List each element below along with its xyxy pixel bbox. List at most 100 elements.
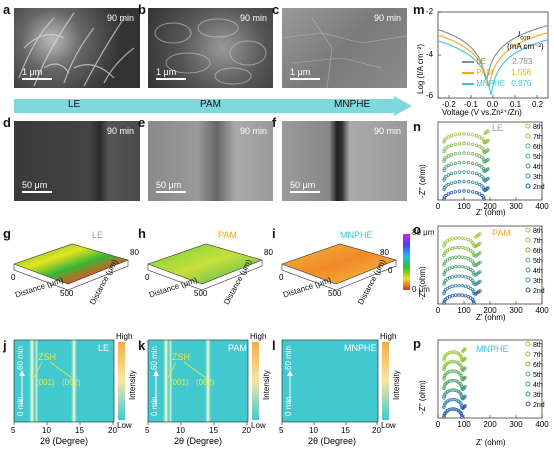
profilometry-label-pam: PAM: [218, 230, 237, 240]
eis-legend-label: 3th: [533, 278, 543, 285]
icorr-symbol: I: [518, 30, 521, 39]
peak-002-pam: (002): [196, 378, 215, 387]
eis-point: [481, 138, 486, 142]
sem-image-c: 90 min 1 μm: [282, 8, 407, 88]
eis-point: [463, 246, 468, 250]
eis-point: [454, 255, 458, 259]
eis-point: [462, 132, 466, 136]
eis-legend-label: 5th: [533, 372, 543, 379]
eis-point: [449, 153, 454, 157]
eis-xtick: 100: [457, 420, 471, 429]
panel-label-i: i: [272, 226, 276, 241]
eis-point: [457, 274, 461, 278]
eis-point: [460, 293, 464, 297]
eis-point: [477, 192, 482, 196]
eis-point: [463, 347, 467, 351]
eis-legend-marker: [525, 183, 531, 189]
eis-point: [457, 283, 461, 288]
eis-point: [460, 413, 464, 417]
eis-point: [446, 163, 451, 168]
eis-legend-marker: [525, 267, 531, 273]
eis-point: [454, 246, 458, 250]
xrd-colorbar-pam: [252, 342, 259, 420]
eis-legend-marker: [525, 401, 531, 407]
tick-0-h: 0: [145, 273, 150, 282]
eis-point: [471, 280, 476, 284]
eis-xtick: 300: [509, 306, 523, 315]
eis-point: [449, 398, 453, 402]
eis-point: [466, 132, 471, 136]
eis-point: [450, 265, 455, 269]
eis-legend-label: 4th: [533, 164, 543, 171]
eis-point: [442, 396, 446, 400]
eis-point: [447, 398, 451, 402]
eis-point: [477, 154, 482, 158]
xrd-label-le: LE: [98, 343, 110, 353]
eis-legend-marker: [525, 163, 531, 169]
eis-legend-marker: [525, 351, 531, 357]
eis-point: [449, 143, 454, 147]
eis-point: [453, 388, 457, 392]
xrd-heatmap-pam: [147, 339, 249, 423]
time-top-mnphe: 60 min: [284, 345, 293, 370]
xrd-xtick-mnphe-10: 10: [309, 426, 318, 435]
eis-point: [451, 359, 455, 364]
eis-point: [446, 173, 451, 177]
eis-point: [457, 264, 461, 269]
time-bottom-mnphe: 0 min: [284, 396, 293, 416]
eis-point: [471, 299, 476, 303]
scale-bar-b: 1 μm: [156, 67, 186, 80]
eis-point: [471, 171, 475, 175]
eis-point: [442, 140, 446, 144]
eis-point: [446, 135, 451, 139]
tafel-curve-le: [437, 24, 549, 81]
xrd-colorbar-le: [118, 342, 125, 420]
eis-point: [444, 136, 448, 141]
xrd-heatmap-le: [13, 339, 115, 423]
eis-point: [449, 133, 454, 138]
xrd-xtick-le-5: 5: [11, 426, 16, 435]
eis-point: [471, 289, 476, 294]
eis-point: [478, 251, 482, 255]
eis-point: [481, 185, 486, 190]
tafel-ytick-neg6: -6: [426, 91, 434, 100]
xrd-xlabel-le: 2θ (Degree): [40, 436, 89, 446]
panel-label-g: g: [3, 226, 11, 241]
legend-mnphe-value: 0.870: [511, 79, 532, 88]
eis-xtick: 0: [436, 420, 441, 429]
tafel-ytick-neg2: -2: [426, 7, 434, 16]
cb-low-le: Low: [117, 421, 132, 430]
eis-xtick: 200: [483, 420, 497, 429]
eis-point: [446, 154, 451, 158]
eis-point: [481, 148, 486, 152]
eis-xtick: 0: [436, 306, 441, 315]
eis-point: [463, 275, 468, 279]
eis-point: [442, 413, 446, 417]
eis-point: [462, 189, 466, 193]
eis-xlabel-o: Z' (ohm): [476, 313, 506, 322]
eis-legend-marker: [525, 237, 531, 243]
xrd-xtick-mnphe-15: 15: [341, 426, 350, 435]
eis-legend-marker: [525, 227, 531, 233]
eis-point: [463, 265, 468, 269]
eis-point: [478, 260, 482, 265]
cb-title-pam: Intensity: [262, 370, 271, 400]
sem-image-b: 90 min 1 μm: [148, 8, 273, 88]
eis-point: [463, 284, 468, 288]
sem-image-e: 90 min 50 μm: [148, 121, 273, 201]
zsh-label-pam: ZSH: [172, 352, 190, 362]
eis-point: [442, 244, 446, 248]
eis-point: [463, 237, 468, 241]
eis-legend-label: 3th: [533, 174, 543, 181]
eis-xtick: 400: [535, 420, 549, 429]
eis-legend-label: 6th: [533, 362, 543, 369]
eis-point: [459, 402, 463, 406]
eis-point: [462, 151, 466, 155]
panel-label-e: e: [138, 115, 146, 130]
eis-point: [460, 265, 464, 269]
panel-label-c: c: [272, 2, 280, 17]
eis-legend-marker: [525, 277, 531, 283]
eis-point: [442, 415, 446, 419]
legend-pam: PAM 1.556: [462, 68, 531, 77]
eis-legend-label: 6th: [533, 248, 543, 255]
